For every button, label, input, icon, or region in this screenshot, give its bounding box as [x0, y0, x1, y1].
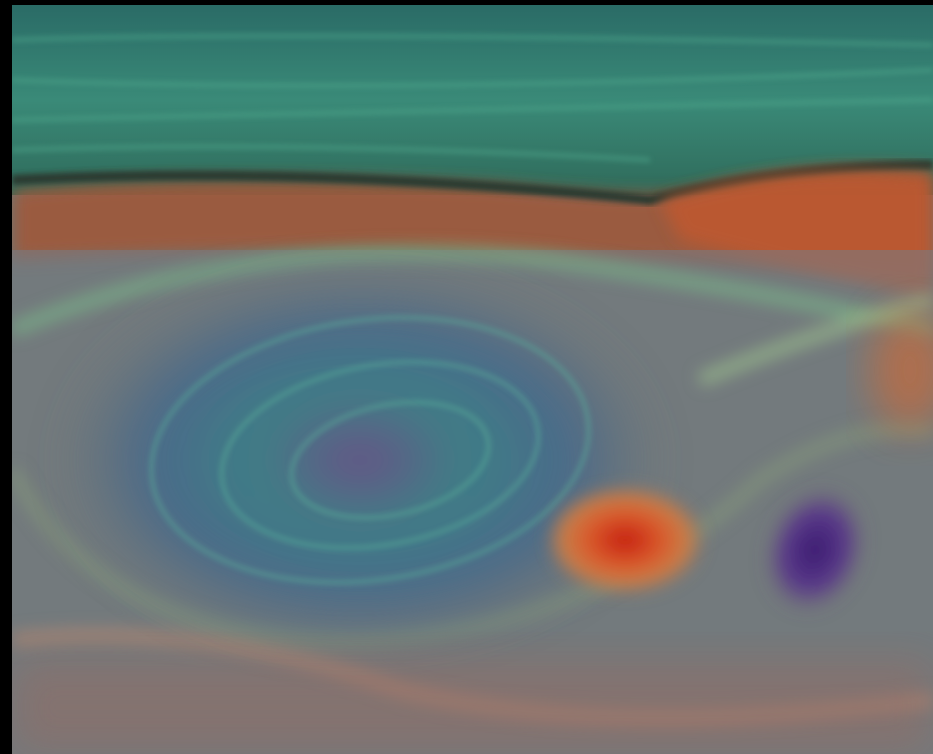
scene: [12, 5, 933, 754]
